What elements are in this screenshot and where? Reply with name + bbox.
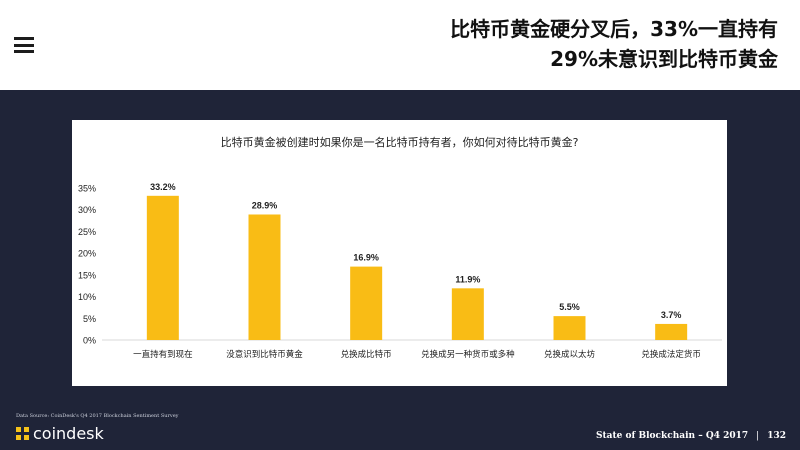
y-tick-label: 10% [78, 292, 96, 302]
y-tick-label: 0% [83, 336, 96, 346]
title-line-1: 比特币黄金硬分叉后，33%一直持有 [450, 17, 778, 41]
y-tick-label: 25% [78, 227, 96, 237]
x-tick-label: 兑换成法定货币 [641, 349, 701, 360]
header-bar: 比特币黄金硬分叉后，33%一直持有 29%未意识到比特币黄金 [0, 0, 800, 90]
bar [146, 195, 179, 340]
report-footer: State of Blockchain – Q4 2017 | 132 [596, 431, 786, 441]
x-tick-label: 一直持有到现在 [133, 349, 193, 360]
bar-value-label: 3.7% [661, 310, 682, 320]
page-title: 比特币黄金硬分叉后，33%一直持有 29%未意识到比特币黄金 [450, 14, 778, 74]
bar [451, 288, 484, 340]
y-tick-label: 5% [83, 314, 96, 324]
bar-value-label: 11.9% [455, 274, 480, 284]
page-number: 132 [767, 431, 786, 441]
bar-value-label: 5.5% [559, 302, 580, 312]
bar [350, 266, 383, 340]
bar-value-label: 33.2% [150, 182, 176, 192]
bar-value-label: 16.9% [353, 253, 379, 263]
coindesk-logo: coindesk [16, 424, 104, 443]
footer-separator: | [756, 431, 760, 441]
y-tick-label: 15% [78, 270, 96, 280]
data-source-note: Data Source: CoinDesk's Q4 2017 Blockcha… [16, 413, 179, 419]
brand-name: coindesk [33, 424, 104, 443]
y-tick-label: 35% [78, 184, 96, 194]
x-tick-label: 兑换成以太坊 [544, 349, 596, 360]
title-line-2: 29%未意识到比特币黄金 [550, 47, 778, 71]
menu-icon[interactable] [14, 37, 34, 53]
chart-title: 比特币黄金被创建时如果你是一名比特币持有者，你如何对待比特币黄金? [220, 136, 579, 149]
x-tick-label: 兑换成比特币 [341, 349, 392, 360]
bar [553, 316, 586, 340]
y-tick-label: 30% [78, 205, 96, 215]
report-name: State of Blockchain – Q4 2017 [596, 431, 749, 441]
bar [248, 214, 281, 340]
chart-card: 比特币黄金被创建时如果你是一名比特币持有者，你如何对待比特币黄金? 0% 5% 10… [72, 120, 727, 386]
x-tick-label: 兑换成另一种货币或多种 [421, 349, 515, 360]
bar-chart: 0% 5% 10% 15% 20% 25% 30% 35% 33.2% 一直持有到现在 28.9% 没… [78, 182, 722, 360]
bar-value-label: 28.9% [252, 200, 278, 210]
x-tick-label: 没意识到比特币黄金 [226, 349, 303, 360]
y-tick-label: 20% [78, 249, 96, 259]
bar [655, 323, 688, 340]
coindesk-logo-icon [16, 427, 29, 440]
